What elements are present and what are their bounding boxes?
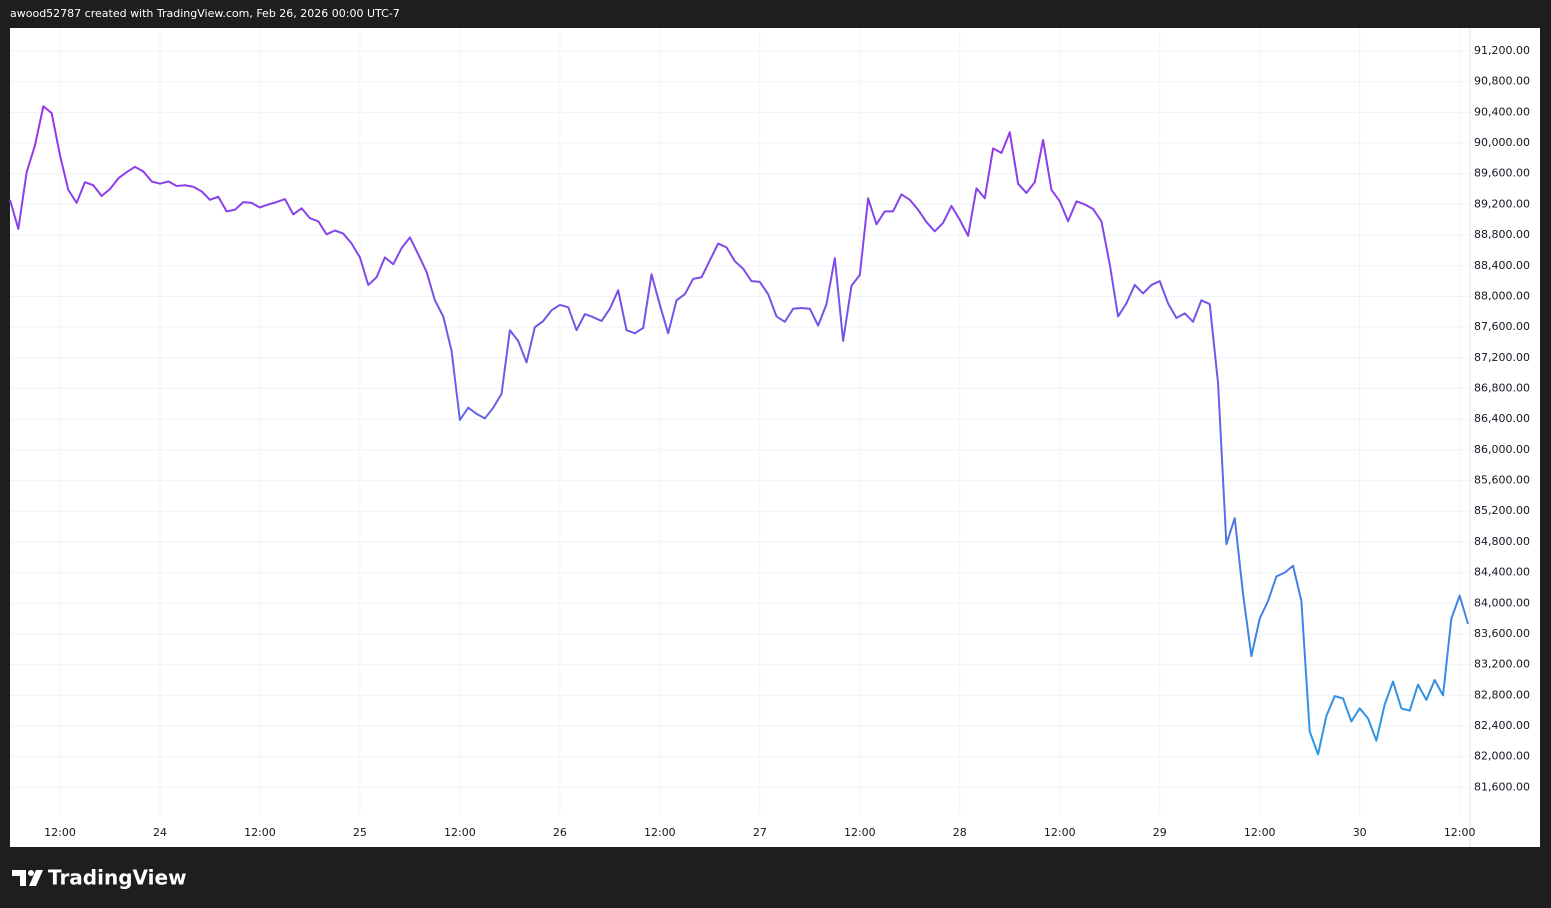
y-tick-label: 89,200.00 [1474,197,1530,210]
x-tick-label: 26 [553,826,567,839]
y-tick-label: 83,600.00 [1474,627,1530,640]
y-tick-label: 91,200.00 [1474,44,1530,57]
brand-logo [12,870,43,886]
x-tick-label: 12:00 [1244,826,1276,839]
y-tick-label: 90,400.00 [1474,105,1530,118]
x-tick-label: 24 [153,826,167,839]
y-tick-label: 87,600.00 [1474,320,1530,333]
y-tick-label: 85,600.00 [1474,474,1530,487]
header-text: awood52787 created with TradingView.com,… [10,7,400,20]
grid [10,28,1470,815]
y-tick-label: 86,000.00 [1474,443,1530,456]
y-tick-label: 90,000.00 [1474,136,1530,149]
y-tick-label: 82,800.00 [1474,688,1530,701]
x-tick-label: 12:00 [844,826,876,839]
price-line [9,105,1469,756]
x-tick-label: 12:00 [444,826,476,839]
x-tick-label: 30 [1353,826,1367,839]
y-tick-label: 88,000.00 [1474,289,1530,302]
x-tick-label: 28 [953,826,967,839]
x-tick-label: 25 [353,826,367,839]
logo-shape [12,870,26,886]
y-tick-label: 82,400.00 [1474,719,1530,732]
y-tick-label: 84,000.00 [1474,596,1530,609]
logo-shape [29,870,43,886]
y-tick-label: 86,400.00 [1474,412,1530,425]
y-tick-label: 89,600.00 [1474,167,1530,180]
y-tick-label: 90,800.00 [1474,75,1530,88]
chart-area [10,28,1540,847]
y-tick-label: 82,000.00 [1474,750,1530,763]
y-tick-label: 87,200.00 [1474,351,1530,364]
y-tick-label: 88,400.00 [1474,259,1530,272]
y-tick-label: 83,200.00 [1474,658,1530,671]
y-tick-label: 81,600.00 [1474,780,1530,793]
x-tick-label: 12:00 [1044,826,1076,839]
x-tick-label: 12:00 [1444,826,1476,839]
y-tick-label: 84,400.00 [1474,566,1530,579]
y-tick-label: 85,200.00 [1474,504,1530,517]
brand-name: TradingView [48,866,187,890]
x-tick-label: 29 [1153,826,1167,839]
y-tick-label: 88,800.00 [1474,228,1530,241]
y-tick-label: 84,800.00 [1474,535,1530,548]
x-tick-label: 27 [753,826,767,839]
x-tick-label: 12:00 [244,826,276,839]
y-tick-label: 86,800.00 [1474,382,1530,395]
logo-shape [28,870,34,876]
x-tick-label: 12:00 [644,826,676,839]
x-tick-label: 12:00 [44,826,76,839]
